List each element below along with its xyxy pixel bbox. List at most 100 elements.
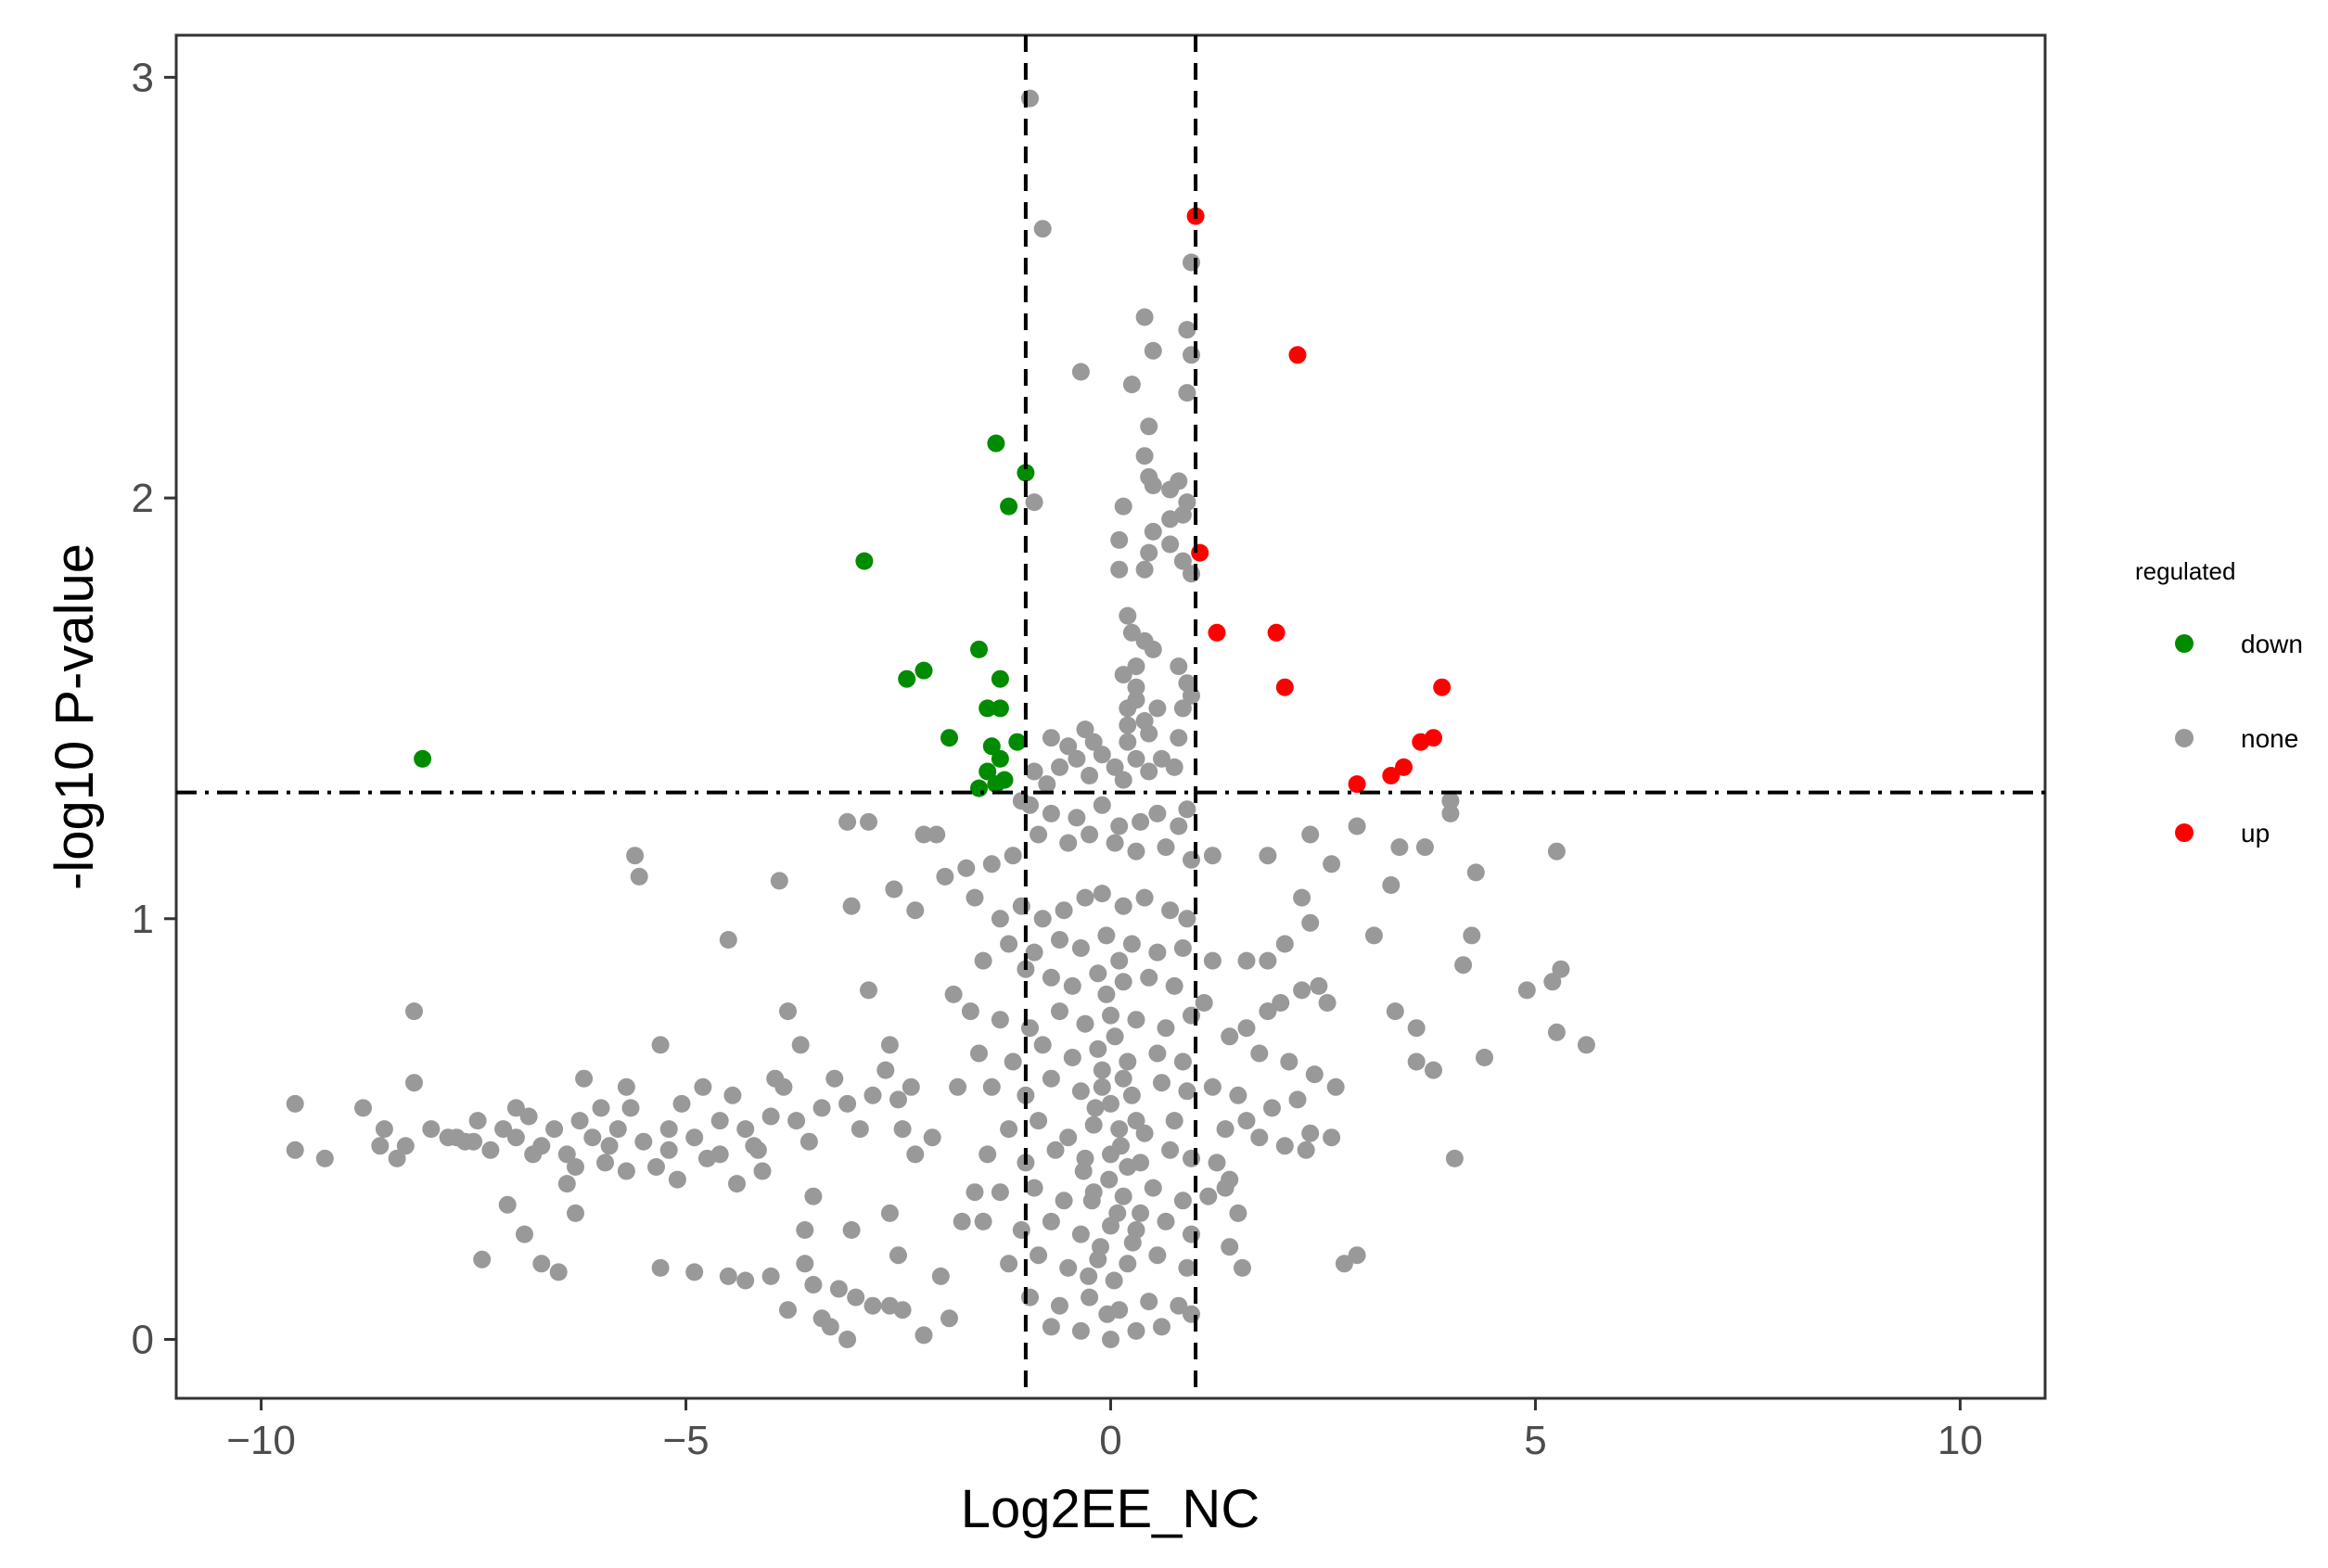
point-none xyxy=(799,1132,818,1151)
point-none xyxy=(1140,968,1158,987)
point-up xyxy=(1412,733,1430,751)
point-none xyxy=(1153,1318,1170,1336)
point-none xyxy=(1288,1090,1307,1109)
point-none xyxy=(1234,1258,1251,1277)
point-none xyxy=(1000,1120,1018,1139)
point-none xyxy=(286,1094,304,1113)
point-none xyxy=(1157,1212,1175,1230)
point-none xyxy=(1140,762,1158,781)
point-none xyxy=(966,888,984,907)
y-tick-label: 3 xyxy=(132,55,154,100)
point-none xyxy=(1127,657,1145,676)
point-none xyxy=(902,1077,920,1096)
point-up xyxy=(1191,543,1209,562)
point-none xyxy=(1178,321,1196,339)
point-none xyxy=(1153,1074,1170,1092)
point-none xyxy=(617,1162,635,1180)
point-none xyxy=(481,1141,500,1159)
point-none xyxy=(1021,89,1039,108)
point-none xyxy=(1108,1204,1127,1222)
point-none xyxy=(991,1011,1009,1029)
point-up xyxy=(1433,678,1452,696)
point-down xyxy=(1000,497,1018,516)
point-none xyxy=(1021,1288,1039,1307)
point-none xyxy=(804,1276,823,1294)
point-none xyxy=(592,1099,610,1117)
point-none xyxy=(1059,737,1078,756)
point-none xyxy=(1080,1267,1098,1285)
point-none xyxy=(1063,1049,1081,1066)
point-none xyxy=(567,1158,584,1176)
point-none xyxy=(1042,804,1060,822)
point-none xyxy=(1157,838,1175,857)
point-none xyxy=(825,1069,844,1088)
point-none xyxy=(405,1074,423,1092)
point-none xyxy=(860,981,877,1000)
point-none xyxy=(617,1077,635,1096)
point-none xyxy=(596,1154,614,1172)
point-none xyxy=(1071,939,1090,957)
x-axis: −10 −5 0 5 10 xyxy=(226,1398,1983,1463)
point-none xyxy=(1208,1154,1226,1172)
point-none xyxy=(1552,960,1570,978)
point-none xyxy=(1076,1014,1094,1033)
point-none xyxy=(1237,1019,1256,1038)
point-none xyxy=(1148,699,1167,718)
point-none xyxy=(791,1036,810,1054)
point-none xyxy=(1259,1002,1277,1021)
point-none xyxy=(1161,1141,1180,1159)
point-none xyxy=(885,880,903,899)
point-none xyxy=(991,910,1009,928)
point-none xyxy=(1000,935,1018,953)
point-none xyxy=(1097,926,1116,945)
point-none xyxy=(1280,1052,1298,1071)
point-none xyxy=(1105,1271,1123,1290)
point-none xyxy=(1059,1128,1078,1147)
point-none xyxy=(1390,838,1409,857)
point-none xyxy=(719,1267,737,1285)
point-none xyxy=(1097,985,1116,1003)
point-none xyxy=(1216,1120,1234,1139)
point-none xyxy=(931,1267,950,1285)
point-none xyxy=(1364,926,1383,945)
legend: regulated down none up xyxy=(2135,557,2303,848)
point-none xyxy=(1165,976,1183,995)
legend-entry-down: down xyxy=(2175,630,2303,658)
point-none xyxy=(1148,1044,1167,1063)
point-none xyxy=(506,1128,525,1147)
point-none xyxy=(1144,522,1162,541)
x-tick-label: −10 xyxy=(226,1418,296,1463)
point-none xyxy=(880,1036,899,1054)
point-none xyxy=(1170,1296,1188,1315)
point-none xyxy=(1135,888,1154,907)
point-none xyxy=(634,1132,653,1151)
point-none xyxy=(1305,1065,1324,1084)
point-none xyxy=(1221,1027,1239,1046)
point-none xyxy=(1093,1061,1111,1079)
point-none xyxy=(1547,842,1566,860)
point-none xyxy=(1132,1204,1150,1222)
point-none xyxy=(1092,1238,1109,1256)
point-none xyxy=(944,985,963,1003)
point-none xyxy=(1183,346,1200,364)
point-none xyxy=(1106,1027,1124,1046)
point-none xyxy=(1148,1246,1167,1265)
point-none xyxy=(1093,1077,1111,1096)
point-none xyxy=(1148,943,1167,962)
point-down xyxy=(987,434,1005,453)
point-none xyxy=(1068,749,1086,768)
point-none xyxy=(1157,1019,1175,1038)
point-none xyxy=(1170,817,1188,835)
point-up xyxy=(1275,678,1294,696)
point-none xyxy=(1119,733,1137,751)
point-none xyxy=(422,1120,441,1139)
point-none xyxy=(1178,800,1196,819)
point-none xyxy=(1517,981,1536,1000)
point-none xyxy=(1074,1162,1093,1180)
point-none xyxy=(1110,1120,1129,1139)
point-none xyxy=(1114,973,1132,991)
point-none xyxy=(863,1086,882,1104)
point-none xyxy=(524,1145,543,1164)
point-none xyxy=(979,1145,997,1164)
point-up xyxy=(1395,758,1413,776)
